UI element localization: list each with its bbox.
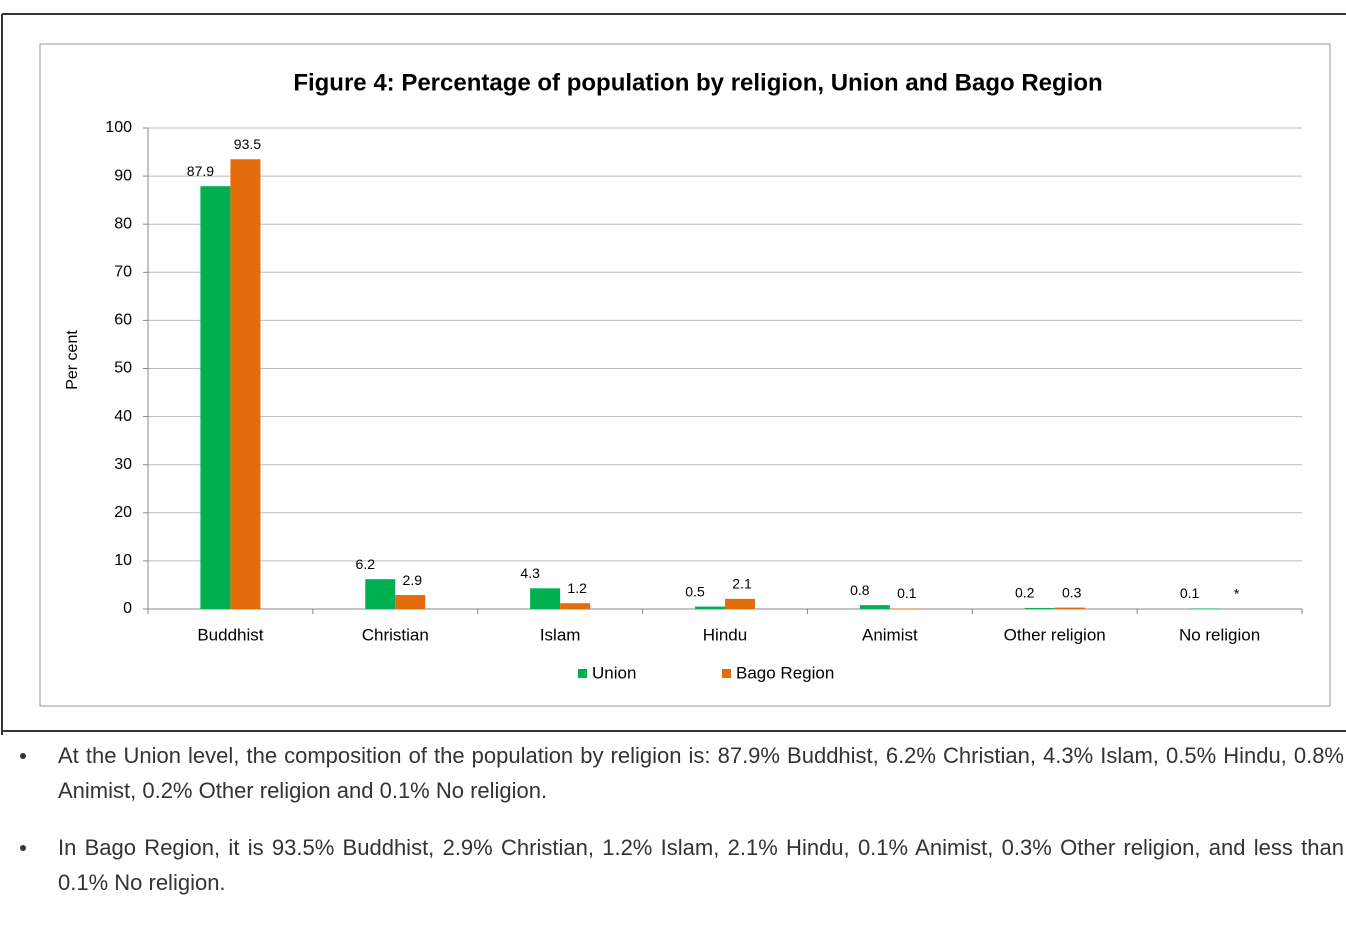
legend-label: Bago Region: [736, 663, 834, 682]
bar: [530, 588, 561, 609]
chart: Figure 4: Percentage of population by re…: [1, 13, 1346, 735]
bar: [859, 605, 890, 609]
bar: [365, 579, 396, 609]
value-label: 0.2: [1015, 585, 1035, 601]
y-tick-label: 10: [114, 552, 132, 569]
x-tick-label: Buddhist: [197, 625, 263, 644]
x-tick-label: Other religion: [1004, 625, 1106, 644]
bar: [1054, 607, 1085, 609]
legend-swatch: [578, 669, 587, 678]
x-tick-label: Hindu: [703, 625, 747, 644]
legend-swatch: [722, 669, 731, 678]
value-label: 87.9: [187, 163, 214, 179]
bar: [1024, 608, 1055, 609]
bar: [200, 186, 231, 610]
value-label: 0.3: [1062, 584, 1082, 600]
y-tick-label: 40: [114, 408, 132, 425]
value-label: 0.1: [1180, 585, 1200, 601]
y-tick-label: 20: [114, 504, 132, 521]
bullet: [20, 753, 26, 759]
x-tick-label: Islam: [540, 625, 581, 644]
value-label: 0.5: [685, 583, 705, 599]
y-tick-label: 0: [123, 600, 132, 617]
y-tick-label: 50: [114, 360, 132, 377]
paragraph: In Bago Region, it is 93.5% Buddhist, 2.…: [58, 835, 1344, 895]
x-tick-label: Christian: [362, 625, 429, 644]
x-tick-label: Animist: [862, 625, 918, 644]
bullet: [20, 845, 26, 851]
value-label: 93.5: [234, 136, 261, 152]
paragraph: At the Union level, the composition of t…: [58, 743, 1344, 803]
chart-title: Figure 4: Percentage of population by re…: [293, 69, 1102, 96]
value-label: 6.2: [356, 556, 376, 572]
y-tick-label: 70: [114, 264, 132, 281]
value-label: 4.3: [520, 565, 540, 581]
value-label: 2.9: [403, 572, 423, 588]
bar: [725, 598, 755, 609]
value-label: 2.1: [732, 576, 752, 592]
x-tick-label: No religion: [1179, 625, 1260, 644]
y-tick-label: 80: [114, 215, 132, 232]
bar: [230, 159, 261, 609]
value-label: 0.8: [850, 582, 870, 598]
bar: [560, 603, 591, 609]
y-tick-label: 90: [114, 167, 132, 184]
bar: [695, 606, 725, 609]
y-axis-label: Per cent: [64, 330, 81, 390]
y-tick-label: 30: [114, 456, 132, 473]
value-label: 1.2: [567, 580, 587, 596]
y-tick-label: 60: [114, 312, 132, 329]
value-label: 0.1: [897, 585, 917, 601]
value-label: *: [1234, 586, 1240, 602]
legend-label: Union: [592, 663, 636, 682]
y-tick-label: 100: [105, 119, 132, 136]
bar: [395, 595, 426, 609]
